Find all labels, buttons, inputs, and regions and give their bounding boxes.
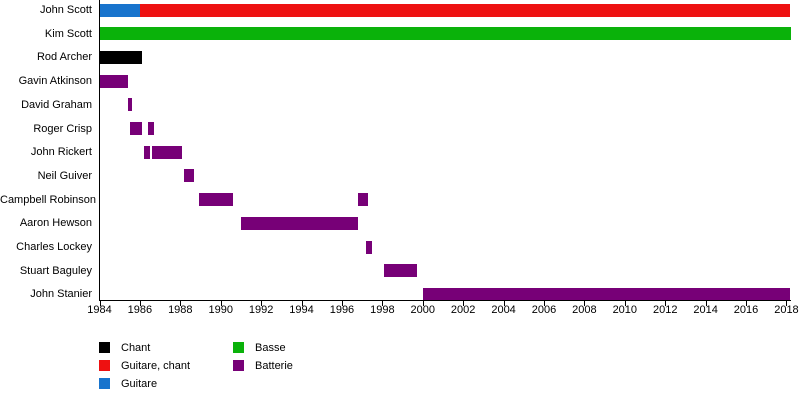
x-axis-tick-label: 2002 — [450, 304, 476, 316]
legend-label: Basse — [255, 342, 286, 354]
x-axis-tick-label: 1986 — [127, 304, 153, 316]
x-axis-tick-label: 2000 — [410, 304, 435, 316]
x-axis-tick-mark — [463, 301, 465, 306]
timeline-bar — [384, 264, 417, 278]
legend-swatch — [99, 360, 110, 371]
x-axis-tick-label: 1996 — [329, 304, 355, 316]
timeline-bar — [184, 169, 195, 183]
timeline-bar — [198, 193, 233, 207]
member-name: Aaron Hewson — [19, 217, 92, 230]
x-axis-tick-label: 2004 — [491, 304, 516, 316]
x-axis-tick-label: 1998 — [370, 304, 395, 316]
x-axis-line — [99, 300, 791, 301]
x-axis-tick-mark — [503, 301, 505, 306]
timeline-bar — [99, 74, 128, 88]
x-axis-tick-label: 2008 — [572, 304, 597, 316]
timeline-bar — [99, 3, 140, 17]
legend-swatch — [99, 342, 110, 353]
member-name: David Graham — [21, 98, 92, 111]
x-axis-tick-mark — [624, 301, 626, 306]
timeline-bar — [358, 193, 369, 207]
member-name: Kim Scott — [44, 27, 92, 40]
x-axis-tick-mark — [584, 301, 586, 306]
x-axis-tick-mark — [261, 301, 263, 306]
member-name: Stuart Baguley — [19, 264, 92, 277]
member-name: Campbell Robinson — [0, 193, 96, 206]
timeline-bar — [147, 122, 155, 135]
x-axis-tick-mark — [665, 301, 667, 306]
x-axis-tick-label: 2016 — [733, 304, 759, 316]
x-axis-tick-label: 1988 — [168, 304, 193, 316]
legend-swatch — [233, 360, 244, 371]
x-axis-tick-label: 2006 — [531, 304, 557, 316]
legend-label: Batterie — [255, 360, 293, 372]
x-axis-tick-label: 1984 — [87, 304, 112, 316]
x-axis-tick-label: 1992 — [248, 304, 274, 316]
x-axis-tick-label: 1990 — [208, 304, 233, 316]
timeline-bar — [366, 240, 373, 254]
x-axis-tick-mark — [220, 301, 222, 306]
timeline-bar — [152, 145, 183, 159]
x-axis-tick-mark — [180, 301, 182, 306]
x-axis-tick-mark — [786, 301, 788, 306]
x-axis-tick-mark — [99, 301, 101, 306]
member-name: Charles Lockey — [16, 241, 92, 253]
x-axis-tick-label: 2014 — [693, 304, 718, 316]
timeline-bar — [99, 27, 791, 41]
x-axis-tick-mark — [139, 301, 141, 306]
x-axis-tick-mark — [705, 301, 707, 306]
x-axis-tick-mark — [341, 301, 343, 306]
timeline-bar — [240, 216, 359, 230]
legend-swatch — [233, 342, 244, 353]
timeline-bar — [127, 98, 132, 112]
x-axis-tick-mark — [544, 301, 545, 306]
legend-label: Guitare — [121, 378, 158, 390]
x-axis-tick-mark — [382, 301, 384, 306]
legend-label: Chant — [121, 342, 151, 354]
y-axis-line — [99, 0, 100, 301]
timeline-bar — [129, 122, 142, 135]
timeline-bar — [143, 145, 150, 159]
member-name: Neil Guiver — [37, 169, 92, 182]
timeline-bar — [139, 3, 791, 17]
legend-swatch — [99, 378, 110, 389]
member-name: Roger Crisp — [33, 122, 92, 135]
x-axis-tick-mark — [301, 301, 303, 306]
x-axis-tick-label: 2012 — [652, 304, 678, 316]
x-axis-tick-label: 2010 — [612, 304, 638, 316]
member-name: Rod Archer — [36, 51, 92, 64]
member-name: John Rickert — [30, 146, 92, 159]
timeline-bar — [422, 287, 791, 301]
x-axis-tick-label: 1994 — [289, 304, 314, 316]
legend-label: Guitare, chant — [121, 360, 191, 372]
member-name: John Stanier — [30, 288, 92, 301]
timeline-bar — [99, 50, 142, 64]
member-name: John Scott — [40, 4, 92, 16]
x-axis-tick-label: 2018 — [774, 304, 799, 316]
x-axis-tick-mark — [746, 301, 748, 306]
member-name: Gavin Atkinson — [18, 75, 92, 88]
x-axis-tick-mark — [422, 301, 424, 306]
